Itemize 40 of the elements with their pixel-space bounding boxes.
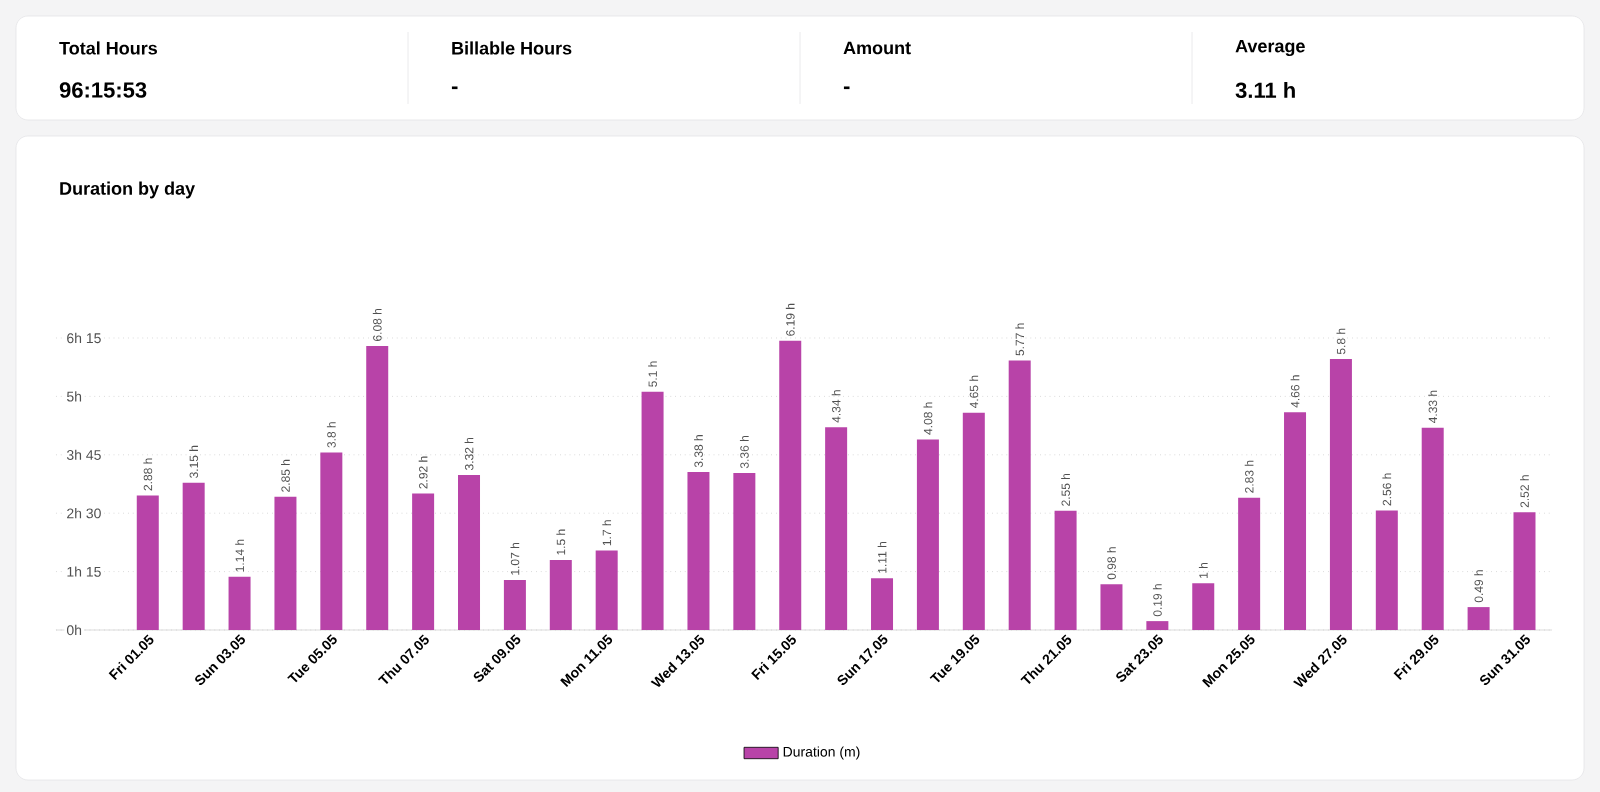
text: Average	[1235, 39, 1305, 57]
bar	[320, 452, 343, 630]
bar	[687, 472, 710, 630]
bar	[503, 580, 526, 630]
bar	[1238, 497, 1261, 630]
bar	[1284, 412, 1307, 630]
bar	[595, 550, 618, 630]
bar	[1375, 510, 1398, 630]
text: Amount	[843, 41, 911, 55]
text: Billable Hours	[452, 41, 572, 55]
bar	[228, 576, 251, 630]
bar	[1146, 621, 1169, 630]
bar	[1421, 427, 1444, 630]
bar	[733, 473, 756, 630]
bar	[182, 482, 205, 630]
bar	[366, 345, 389, 630]
bar	[1513, 512, 1536, 630]
chart-title: Duration by day	[60, 181, 195, 199]
bar	[1329, 359, 1352, 630]
bar	[641, 391, 664, 630]
bar	[1008, 360, 1031, 630]
bar	[412, 493, 435, 630]
text: -	[451, 86, 458, 90]
bar	[1192, 583, 1215, 630]
bar	[916, 439, 939, 630]
bar	[825, 427, 848, 630]
text: -	[843, 86, 850, 90]
text: 3.11 h	[1235, 81, 1295, 99]
bar	[274, 496, 297, 630]
bar	[1100, 584, 1123, 630]
bar	[458, 474, 481, 630]
bar	[549, 559, 572, 630]
bar	[962, 412, 985, 630]
bar	[1054, 510, 1077, 630]
bar	[136, 495, 159, 630]
bar	[1467, 607, 1490, 630]
bar	[779, 340, 802, 630]
text: Total Hours	[59, 41, 157, 55]
text: 96:15:53	[59, 82, 147, 98]
bar	[871, 578, 894, 630]
